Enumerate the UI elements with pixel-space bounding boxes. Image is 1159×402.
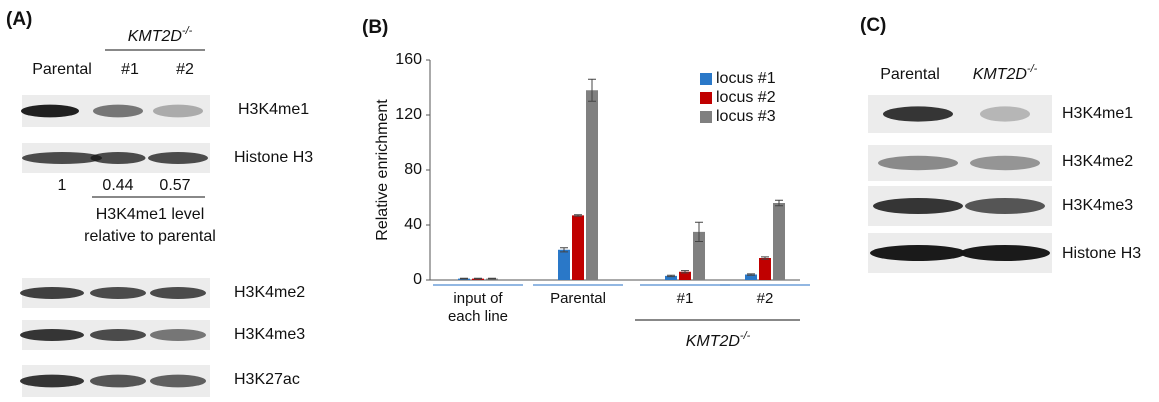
blot-band [870, 245, 966, 261]
x-tick-label: #1 [640, 290, 730, 308]
blot-band [20, 329, 84, 341]
group-label: KMT2D-/- [686, 330, 751, 350]
blot-band [20, 287, 84, 299]
figure: (A) (B) (C) H3K4me1 Histone H3 1 0.44 0.… [0, 0, 1159, 402]
x-tick-label: Parental [533, 290, 623, 308]
legend-label: locus #2 [716, 89, 776, 106]
blot-band [21, 105, 79, 118]
x-tick-label: #2 [720, 290, 810, 308]
blot-label: H3K4me1 [238, 101, 309, 118]
blot-label: H3K4me3 [1062, 197, 1133, 214]
y-axis-label: Relative enrichment [374, 99, 391, 241]
blot-label: H3K4me2 [1062, 153, 1133, 170]
blot-band [90, 375, 146, 388]
blot-band [965, 198, 1045, 214]
gene: KMT2D [686, 333, 741, 350]
bar [586, 90, 598, 280]
blot-label: H3K4me1 [1062, 105, 1133, 122]
quant-value: 1 [58, 177, 67, 194]
blot-label: Histone H3 [1062, 245, 1141, 262]
error-bar [460, 278, 468, 279]
blot-band [980, 106, 1030, 121]
bar [773, 203, 785, 280]
blot-band [90, 329, 146, 341]
lane-label: #2 [176, 61, 194, 78]
blot-band [150, 287, 206, 299]
blot-band [90, 287, 146, 299]
caption: relative to parental [84, 228, 216, 245]
blot-label: H3K4me2 [234, 284, 305, 301]
figure-canvas: (A) (B) (C) H3K4me1 Histone H3 1 0.44 0.… [0, 0, 1159, 402]
y-tick-label: 40 [404, 216, 422, 233]
bar [558, 250, 570, 280]
panel-label: (A) [6, 9, 32, 30]
quant-value: 0.57 [159, 177, 190, 194]
genotype-label: KMT2D-/- [128, 25, 193, 45]
panel-label: (C) [860, 15, 886, 36]
y-tick-label: 0 [413, 271, 422, 288]
caption: H3K4me1 level [96, 206, 205, 223]
blot-band [91, 152, 146, 164]
blot-band [883, 106, 953, 121]
blot-band [873, 198, 963, 214]
gene-sup: -/- [182, 25, 193, 37]
legend-swatch [700, 111, 712, 123]
quant-value: 0.44 [102, 177, 133, 194]
blot-label: H3K27ac [234, 371, 300, 388]
genotype-label: KMT2D-/- [973, 63, 1038, 83]
blot-band [150, 375, 206, 388]
lane-label: Parental [32, 61, 92, 78]
blot-band [970, 156, 1040, 170]
blot-band [148, 152, 208, 164]
blot-label: Histone H3 [234, 149, 313, 166]
gene-sup: -/- [1027, 63, 1038, 75]
legend-swatch [700, 92, 712, 104]
error-bar [474, 278, 482, 279]
gene-sup: -/- [740, 330, 751, 342]
y-tick-label: 120 [395, 106, 422, 123]
blot-band [960, 245, 1050, 261]
bar [759, 258, 771, 280]
blot-band [93, 105, 143, 118]
lane-label: Parental [880, 66, 940, 83]
blot-label: H3K4me3 [234, 326, 305, 343]
error-bar [488, 278, 496, 279]
lane-label: #1 [121, 61, 139, 78]
legend-swatch [700, 73, 712, 85]
legend-label: locus #3 [716, 108, 776, 125]
blot-band [22, 152, 102, 164]
blot-band [150, 329, 206, 341]
x-tick-label: input of each line [445, 290, 511, 326]
blot-band [878, 156, 958, 170]
gene: KMT2D [973, 66, 1028, 83]
y-tick-label: 160 [395, 51, 422, 68]
panel-label: (B) [362, 17, 388, 38]
bar [572, 215, 584, 280]
gene: KMT2D [128, 28, 183, 45]
blot-band [153, 105, 203, 118]
blot-band [20, 375, 84, 388]
y-tick-label: 80 [404, 161, 422, 178]
legend-label: locus #1 [716, 70, 776, 87]
